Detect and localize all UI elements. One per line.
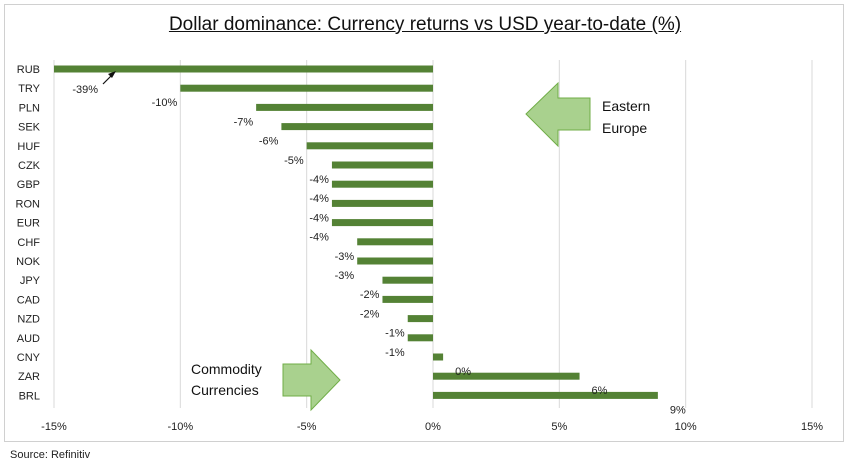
value-label: -2% (360, 289, 380, 301)
category-label: GBP (17, 179, 40, 191)
category-label: NOK (16, 256, 41, 268)
bar-aud (407, 334, 433, 342)
category-labels: RUB TRY PLN SEK HUF CZK GBP RON EUR CHF NOK JPY CAD N… (16, 64, 41, 402)
category-label: EUR (17, 218, 40, 230)
x-tick-label: 15% (801, 421, 823, 433)
bar-cny (433, 353, 444, 361)
value-label: -1% (385, 328, 405, 340)
value-label: -3% (335, 251, 355, 263)
category-label: TRY (18, 83, 40, 95)
category-label: PLN (19, 102, 40, 114)
x-tick-label: -15% (41, 421, 67, 433)
value-label: -4% (309, 232, 329, 244)
rub-callout-arrow-icon (102, 71, 116, 85)
annotations: Eastern Europe Commodity Currencies (191, 81, 650, 412)
bar-nzd (407, 315, 433, 323)
value-label: -4% (309, 174, 329, 186)
value-label: -7% (234, 116, 254, 128)
eastern-europe-arrow-icon (525, 81, 591, 148)
category-label: RUB (17, 64, 40, 76)
commodity-arrow-icon (282, 348, 341, 412)
bar-nok (357, 257, 433, 265)
eastern-europe-label-line2: Europe (602, 120, 647, 136)
bar-pln (256, 103, 433, 111)
bar-chf (357, 238, 433, 246)
value-labels: -39% -10% -7% -6% -5% -4% -4% -4% -4% -3% -3% -2% -2… (72, 71, 686, 416)
category-label: CZK (18, 160, 41, 172)
commodity-label-line1: Commodity (191, 361, 262, 377)
value-label: -6% (259, 136, 279, 148)
bar-try (180, 84, 433, 92)
value-label: -39% (72, 84, 98, 96)
category-label: JPY (20, 275, 41, 287)
value-label: -4% (309, 193, 329, 205)
value-label: -2% (360, 308, 380, 320)
value-label: 0% (455, 366, 471, 378)
x-tick-label: -10% (167, 421, 193, 433)
source-note: Source: Refinitiv (10, 449, 91, 461)
category-label: BRL (19, 390, 40, 402)
x-tick-labels: -15% -10% -5% 0% 5% 10% 15% (41, 421, 823, 433)
value-label: -1% (385, 347, 405, 359)
commodity-label-line2: Currencies (191, 382, 259, 398)
category-label: ZAR (18, 371, 40, 383)
value-label: -4% (309, 212, 329, 224)
category-label: SEK (18, 122, 41, 134)
bar-zar (433, 372, 580, 380)
x-tick-label: 10% (675, 421, 697, 433)
chart-title: Dollar dominance: Currency returns vs US… (168, 14, 682, 35)
category-label: RON (16, 198, 41, 210)
bar-ron (331, 199, 433, 207)
bar-jpy (382, 276, 433, 284)
category-label: CNY (17, 352, 41, 364)
value-label: -10% (152, 97, 178, 109)
eastern-europe-label-line1: Eastern (602, 98, 650, 114)
value-label: 6% (592, 385, 608, 397)
bars (54, 65, 658, 399)
bar-brl (433, 391, 658, 399)
category-label: CAD (17, 294, 40, 306)
bar-sek (281, 123, 433, 131)
value-label: -3% (335, 270, 355, 282)
bar-eur (331, 219, 433, 227)
x-tick-label: -5% (297, 421, 317, 433)
bar-czk (331, 161, 433, 169)
bar-gbp (331, 180, 433, 188)
category-label: CHF (17, 237, 40, 249)
bar-huf (306, 142, 433, 150)
x-tick-label: 0% (425, 421, 441, 433)
category-label: AUD (17, 333, 40, 345)
x-tick-label: 5% (551, 421, 567, 433)
category-label: NZD (17, 314, 40, 326)
bar-rub (54, 65, 433, 73)
category-label: HUF (17, 141, 40, 153)
value-label: 9% (670, 404, 686, 416)
bar-cad (382, 295, 433, 303)
value-label: -5% (284, 155, 304, 167)
